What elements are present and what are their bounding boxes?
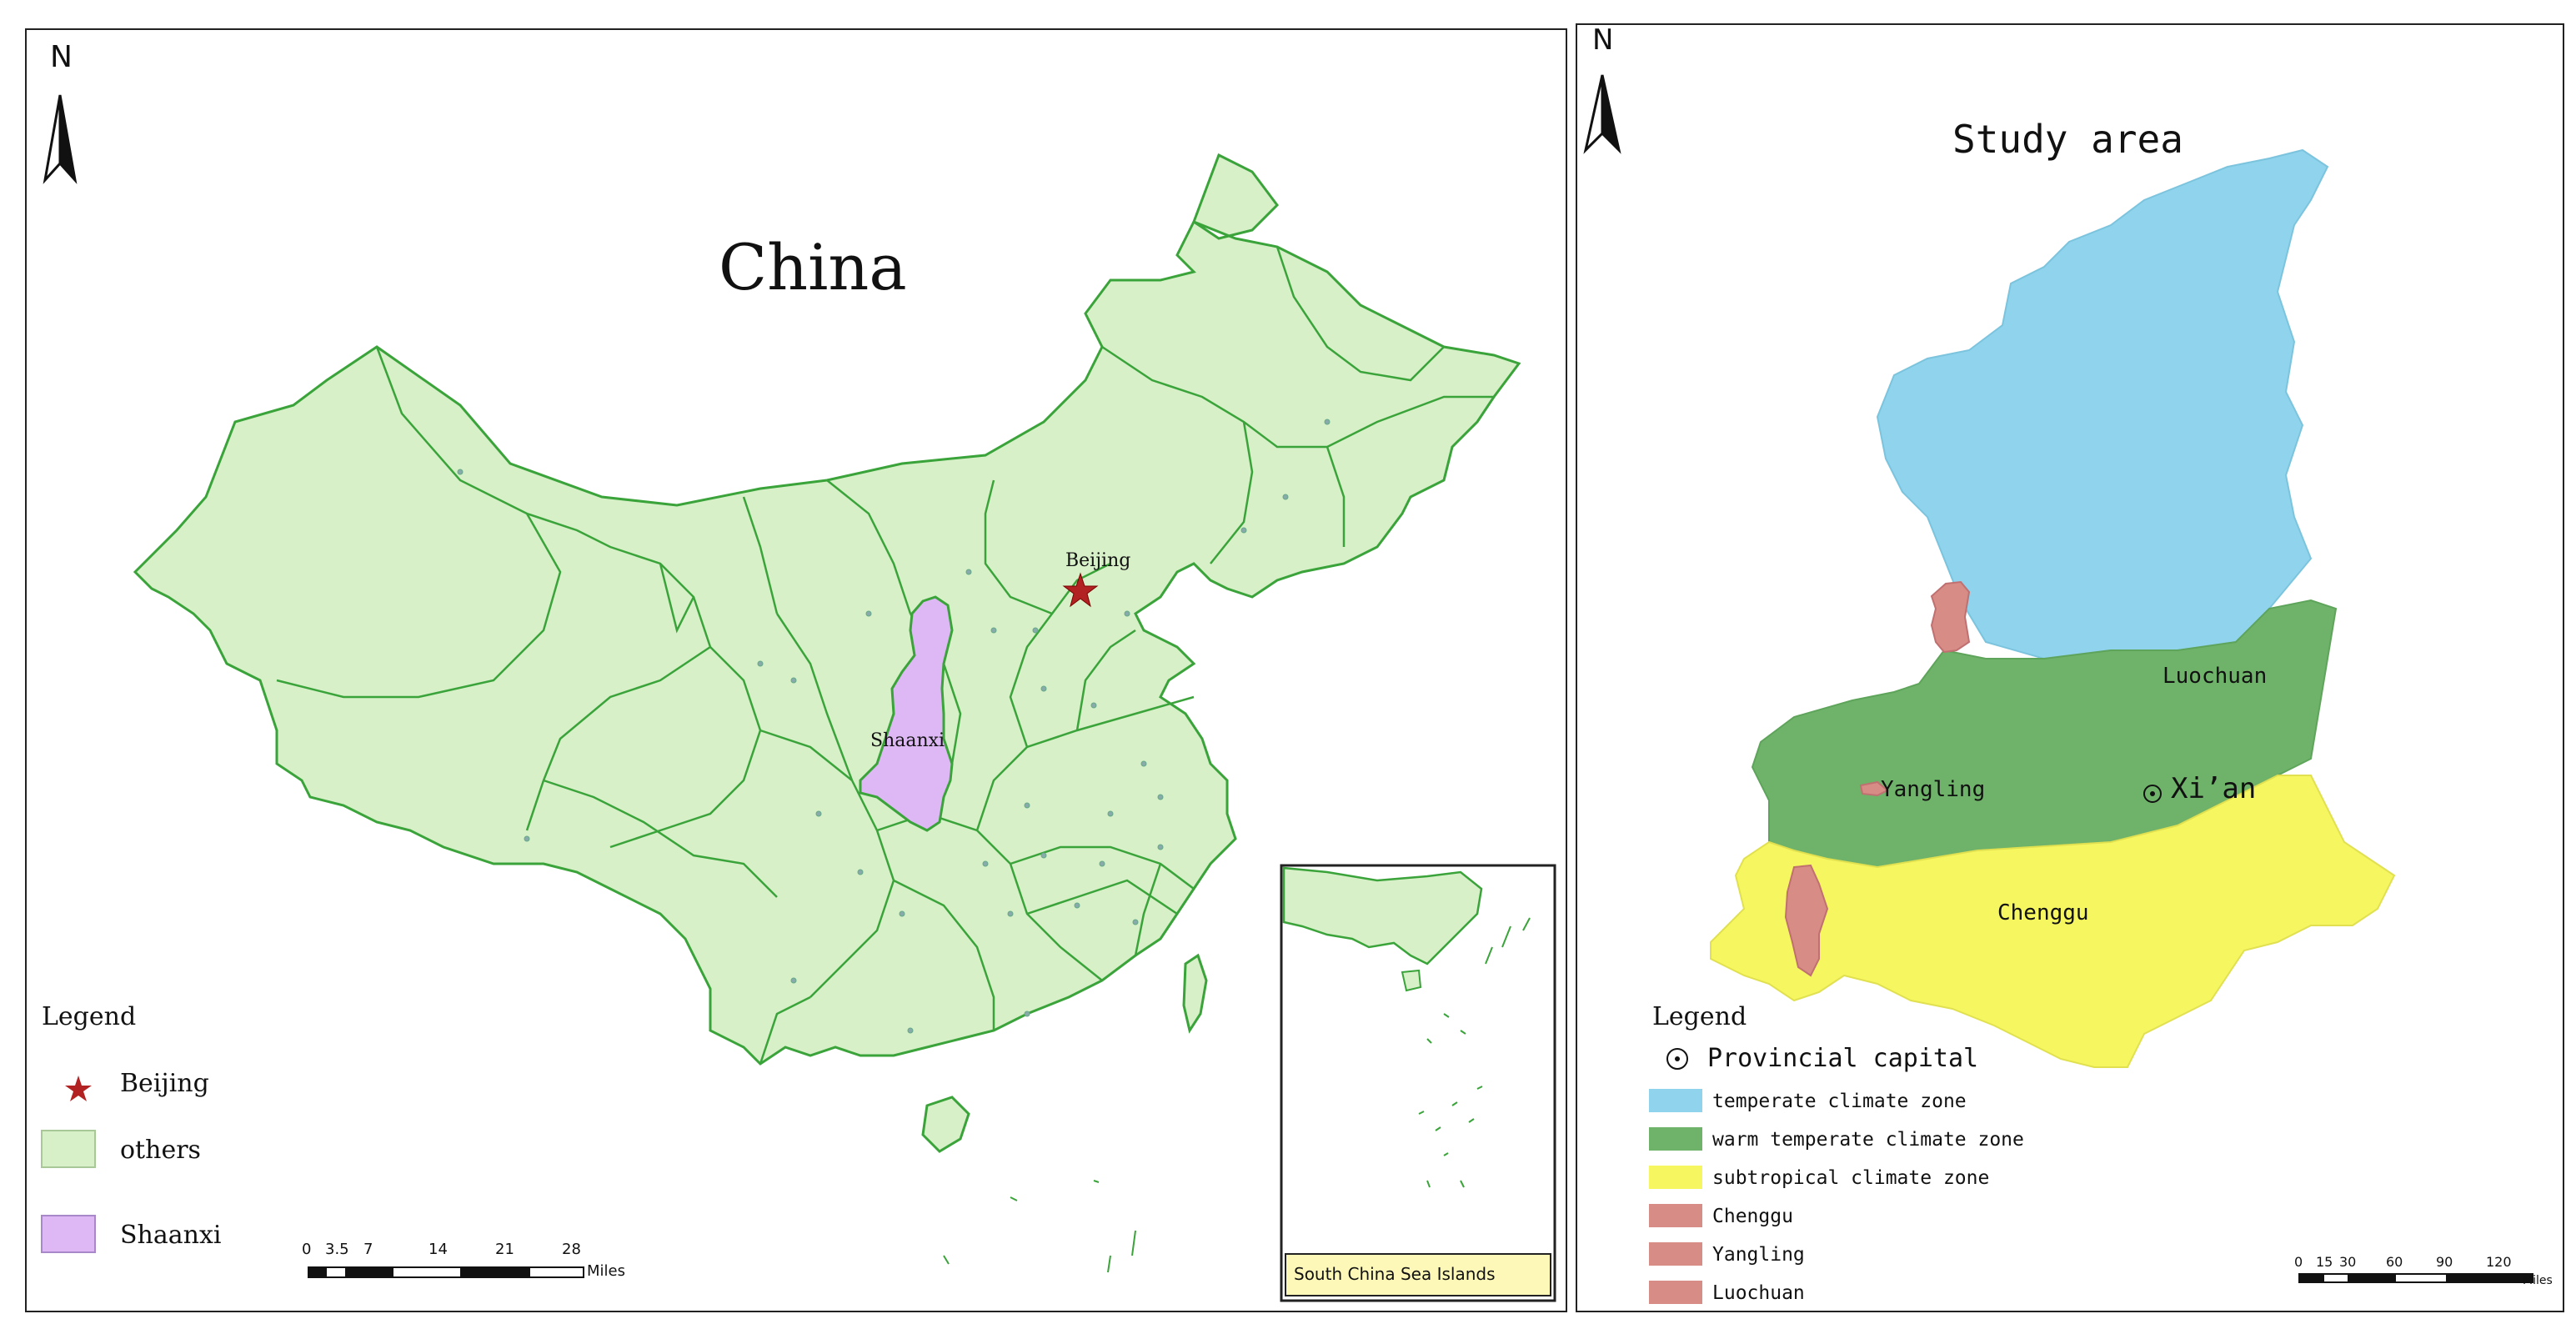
legend-luochuan-swatch	[1649, 1281, 1702, 1304]
scale-tick-1: 3.5	[325, 1241, 349, 1258]
study-area-map-panel: N Study area Luochuan Yangling Xi’an Che…	[1576, 23, 2564, 1312]
temperate-zone-shape	[1876, 148, 2329, 660]
coastal-islands	[943, 1180, 1136, 1273]
legend-chenggu-swatch	[1649, 1204, 1702, 1227]
scale-tick-2: 7	[363, 1241, 373, 1258]
scale-tick-1: 15	[2316, 1254, 2333, 1270]
legend-star-icon	[65, 1076, 92, 1101]
legend-item-temperate: temperate climate zone	[1712, 1091, 1967, 1112]
legend-item-luochuan: Luochuan	[1712, 1282, 1805, 1304]
legend-capital-icon	[1666, 1048, 1688, 1070]
chenggu-label: Chenggu	[1997, 900, 2089, 925]
north-arrow-icon	[1583, 74, 1621, 154]
north-label: N	[50, 40, 73, 74]
scale-tick-5: 28	[562, 1241, 581, 1258]
subtropical-zone-shape	[1710, 775, 2396, 1068]
legend-item-shaanxi: Shaanxi	[120, 1221, 222, 1250]
study-scale-bar	[2298, 1273, 2533, 1283]
scale-tick-4: 90	[2436, 1254, 2453, 1270]
north-arrow-icon	[43, 94, 78, 184]
scale-tick-3: 14	[428, 1241, 448, 1258]
legend-warm-temperate-swatch	[1649, 1127, 1702, 1151]
beijing-label: Beijing	[1065, 550, 1131, 571]
legend-title: Legend	[42, 1002, 137, 1031]
legend-temperate-swatch	[1649, 1089, 1702, 1112]
yangling-county-shape	[1859, 780, 1889, 797]
scale-tick-0: 0	[2294, 1254, 2303, 1270]
legend-item-subtropical: subtropical climate zone	[1712, 1167, 1990, 1189]
map-title: Study area	[1952, 117, 2183, 162]
provincial-capital-dots	[457, 419, 1331, 1034]
scale-tick-3: 60	[2386, 1254, 2403, 1270]
scale-tick-0: 0	[302, 1241, 312, 1258]
scale-unit: Miles	[2523, 1274, 2553, 1287]
south-china-sea-inset	[1280, 864, 1556, 1302]
legend-item-capital: Provincial capital	[1707, 1044, 1979, 1073]
legend-item-yangling: Yangling	[1712, 1244, 1805, 1266]
china-map-panel: N China Beijing Shaanxi South China Sea …	[25, 28, 1567, 1312]
china-map-canvas	[41, 94, 1556, 1302]
legend-shaanxi-swatch	[41, 1215, 96, 1253]
legend-yangling-swatch	[1649, 1242, 1702, 1266]
legend-others-swatch	[41, 1130, 96, 1168]
study-legend-symbols	[1649, 1048, 1702, 1304]
legend-item-warm-temperate: warm temperate climate zone	[1712, 1129, 2024, 1151]
legend-item-chenggu: Chenggu	[1712, 1206, 1793, 1227]
taiwan-island-shape	[1182, 953, 1208, 1034]
shaanxi-province-shape	[859, 595, 954, 832]
luochuan-label: Luochuan	[2163, 664, 2268, 689]
legend-item-others: others	[120, 1136, 201, 1165]
china-mainland-shape	[133, 153, 1521, 1066]
scale-tick-5: 120	[2486, 1254, 2512, 1270]
xian-label: Xi’an	[2171, 772, 2257, 805]
hainan-island-shape	[921, 1096, 970, 1153]
china-legend-symbols	[41, 1076, 96, 1253]
inset-label: South China Sea Islands	[1294, 1264, 1496, 1284]
shaanxi-label: Shaanxi	[870, 730, 945, 751]
legend-item-beijing: Beijing	[120, 1069, 209, 1098]
chenggu-county-shape	[1784, 864, 1829, 977]
scale-unit: Miles	[587, 1262, 625, 1280]
scale-tick-4: 21	[495, 1241, 514, 1258]
study-area-canvas	[1583, 74, 2533, 1304]
legend-title: Legend	[1652, 1002, 1747, 1031]
yangling-label: Yangling	[1881, 777, 1986, 802]
beijing-star-marker	[1062, 572, 1099, 608]
map-title: China	[719, 230, 907, 304]
luochuan-county-shape	[1930, 580, 1971, 654]
scale-tick-2: 30	[2339, 1254, 2357, 1270]
legend-subtropical-swatch	[1649, 1166, 1702, 1189]
china-scale-bar	[308, 1266, 584, 1278]
north-label: N	[1592, 23, 1614, 57]
xian-capital-marker	[2143, 785, 2162, 803]
province-boundaries	[276, 246, 1494, 1065]
